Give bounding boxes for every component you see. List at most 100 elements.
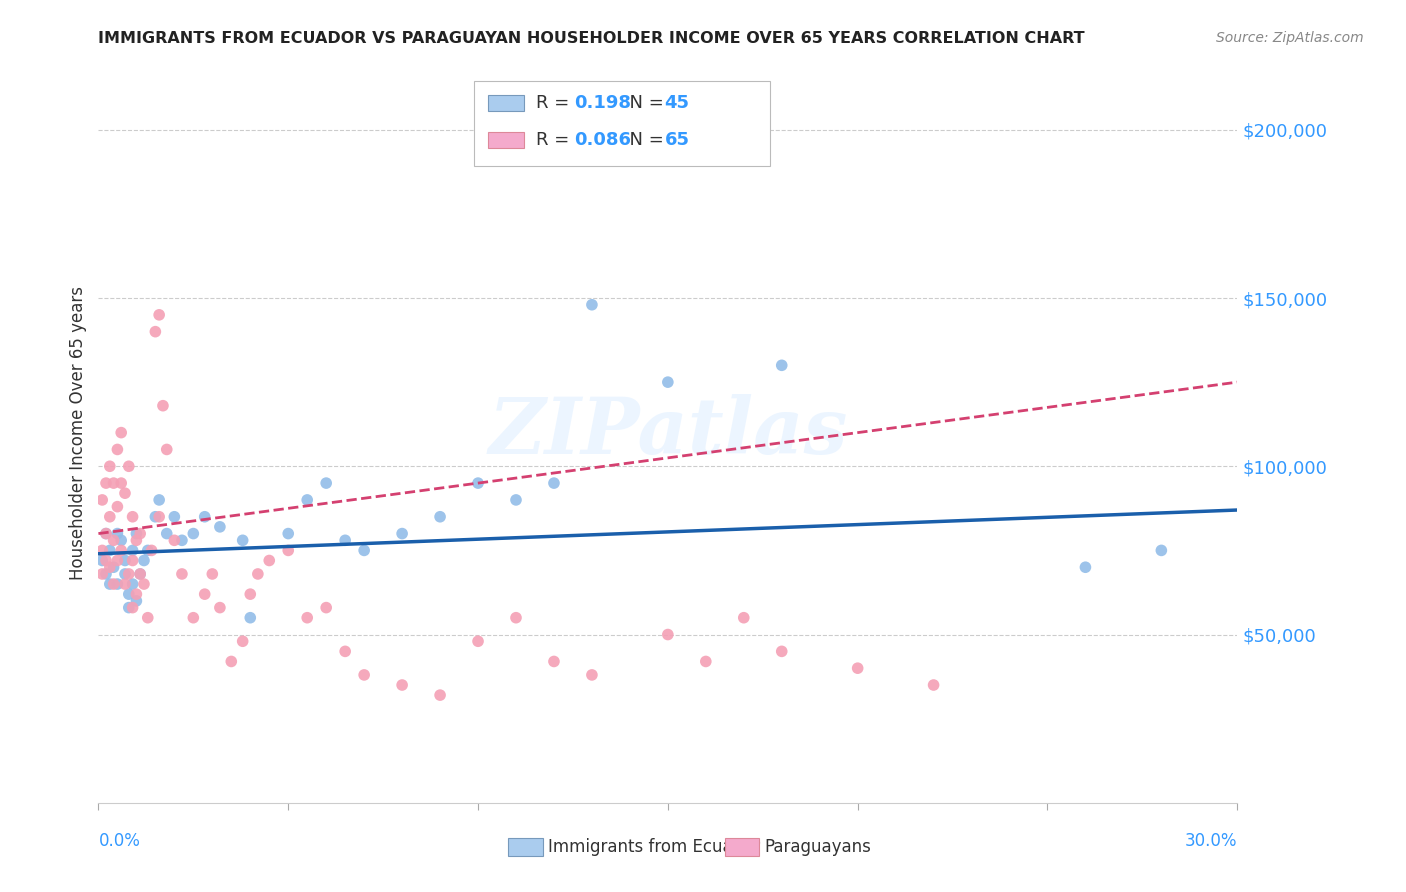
- Point: [94, 566, 117, 581]
- Point: [391, 526, 413, 541]
- Point: [505, 492, 527, 507]
- Point: [543, 655, 565, 669]
- Point: [107, 526, 129, 541]
- Point: [94, 526, 117, 541]
- Point: [114, 486, 136, 500]
- Point: [297, 610, 319, 624]
- Point: [148, 509, 170, 524]
- Point: [132, 577, 155, 591]
- Point: [221, 655, 243, 669]
- Point: [136, 610, 159, 624]
- Point: [246, 566, 269, 581]
- Point: [429, 688, 451, 702]
- Point: [170, 566, 193, 581]
- Point: [657, 375, 679, 389]
- Point: [110, 425, 132, 440]
- Point: [315, 476, 337, 491]
- Point: [118, 600, 141, 615]
- Point: [1150, 543, 1173, 558]
- Point: [156, 442, 179, 457]
- Point: [125, 526, 148, 541]
- Point: [733, 610, 755, 624]
- Point: [391, 678, 413, 692]
- Point: [194, 587, 217, 601]
- Point: [91, 566, 114, 581]
- Point: [103, 560, 125, 574]
- Point: [467, 634, 489, 648]
- FancyBboxPatch shape: [488, 132, 524, 148]
- Point: [118, 566, 141, 581]
- Point: [505, 610, 527, 624]
- Point: [277, 526, 299, 541]
- Point: [259, 553, 281, 567]
- Point: [129, 526, 152, 541]
- Point: [695, 655, 717, 669]
- Point: [183, 610, 205, 624]
- Text: N =: N =: [617, 95, 669, 112]
- Point: [91, 492, 114, 507]
- Point: [136, 543, 159, 558]
- Point: [125, 587, 148, 601]
- Point: [335, 644, 357, 658]
- Point: [98, 560, 121, 574]
- Text: 0.086: 0.086: [575, 131, 631, 149]
- Point: [315, 600, 337, 615]
- Point: [239, 610, 262, 624]
- Point: [118, 587, 141, 601]
- Point: [429, 509, 451, 524]
- FancyBboxPatch shape: [474, 81, 770, 166]
- Point: [121, 577, 143, 591]
- Point: [353, 668, 375, 682]
- Point: [107, 500, 129, 514]
- Text: IMMIGRANTS FROM ECUADOR VS PARAGUAYAN HOUSEHOLDER INCOME OVER 65 YEARS CORRELATI: IMMIGRANTS FROM ECUADOR VS PARAGUAYAN HO…: [98, 31, 1085, 46]
- Point: [107, 577, 129, 591]
- Text: N =: N =: [617, 131, 669, 149]
- Point: [543, 476, 565, 491]
- Point: [98, 577, 121, 591]
- Point: [121, 600, 143, 615]
- Point: [846, 661, 869, 675]
- Point: [114, 577, 136, 591]
- Point: [183, 526, 205, 541]
- FancyBboxPatch shape: [509, 838, 543, 856]
- Point: [163, 533, 186, 548]
- Point: [335, 533, 357, 548]
- Point: [145, 509, 167, 524]
- Point: [118, 459, 141, 474]
- Point: [98, 459, 121, 474]
- Point: [581, 298, 603, 312]
- Text: 0.198: 0.198: [575, 95, 631, 112]
- Point: [91, 553, 114, 567]
- Text: 30.0%: 30.0%: [1185, 832, 1237, 850]
- Point: [170, 533, 193, 548]
- Point: [91, 543, 114, 558]
- Text: ZIPatlas: ZIPatlas: [488, 394, 848, 471]
- Point: [163, 509, 186, 524]
- Point: [129, 566, 152, 581]
- Point: [201, 566, 224, 581]
- Point: [94, 526, 117, 541]
- Point: [114, 553, 136, 567]
- Point: [232, 533, 254, 548]
- Point: [121, 553, 143, 567]
- Text: Immigrants from Ecuador: Immigrants from Ecuador: [548, 838, 761, 856]
- Point: [148, 492, 170, 507]
- Point: [208, 600, 231, 615]
- Point: [657, 627, 679, 641]
- Text: 65: 65: [665, 131, 689, 149]
- Point: [194, 509, 217, 524]
- Point: [110, 543, 132, 558]
- Point: [141, 543, 163, 558]
- Point: [103, 533, 125, 548]
- Point: [98, 509, 121, 524]
- Point: [232, 634, 254, 648]
- Point: [145, 325, 167, 339]
- Point: [208, 520, 231, 534]
- Point: [94, 476, 117, 491]
- Point: [129, 566, 152, 581]
- Text: 45: 45: [665, 95, 689, 112]
- Point: [114, 566, 136, 581]
- Point: [239, 587, 262, 601]
- Point: [110, 533, 132, 548]
- FancyBboxPatch shape: [488, 95, 524, 112]
